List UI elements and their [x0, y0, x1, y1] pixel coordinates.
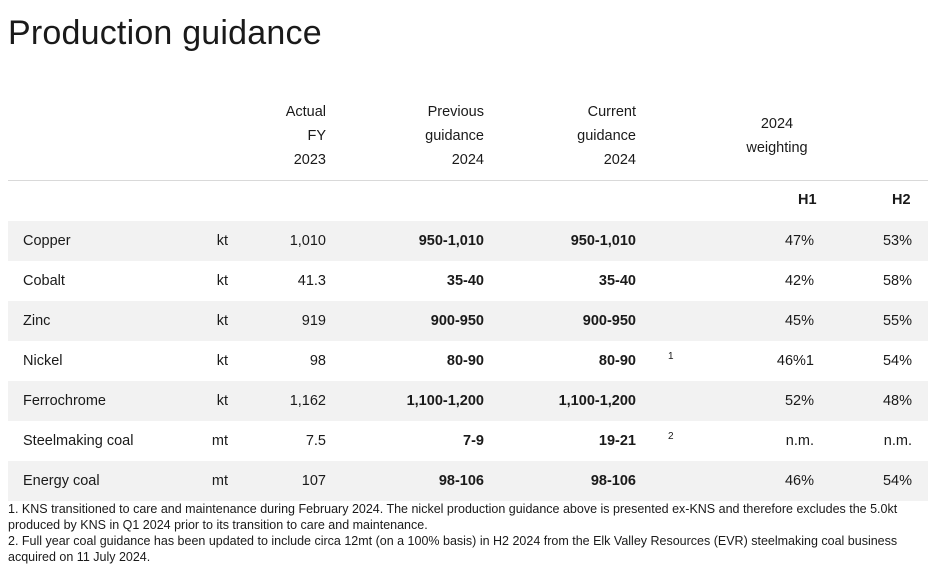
table-row: Copper kt 1,010 950-1,010 950-1,010 47% …: [8, 221, 928, 261]
row-name: Copper: [23, 233, 71, 249]
row-footnote-ref: 2: [668, 431, 674, 442]
row-h2: 54%: [882, 353, 912, 369]
header-divider: [8, 180, 928, 181]
header-current: Current guidance 2024: [536, 100, 636, 172]
header-actual: Actual FY 2023: [246, 100, 326, 172]
row-unit: kt: [216, 273, 228, 289]
footnote-1: 1. KNS transitioned to care and maintena…: [8, 502, 898, 532]
page-title: Production guidance: [8, 14, 322, 52]
row-h1: 45%: [784, 313, 814, 329]
row-current: 900-950: [582, 313, 636, 329]
row-h2: n.m.: [883, 433, 912, 449]
row-name: Energy coal: [23, 473, 100, 489]
header-actual-line3: 2023: [293, 152, 326, 168]
row-unit: kt: [216, 233, 228, 249]
row-h2: 54%: [882, 473, 912, 489]
table-row: Steelmaking coal mt 7.5 7-9 19-21 2 n.m.…: [8, 421, 928, 461]
row-actual: 98: [309, 353, 326, 369]
row-unit: kt: [216, 393, 228, 409]
header-h2: H2: [892, 192, 911, 208]
footnotes: 1. KNS transitioned to care and maintena…: [8, 501, 928, 565]
header-weighting: 2024 weighting: [727, 112, 827, 160]
row-previous: 80-90: [446, 353, 484, 369]
row-h1: 46%: [784, 473, 814, 489]
row-h1: 47%: [784, 233, 814, 249]
header-h1: H1: [798, 192, 817, 208]
row-current: 80-90: [598, 353, 636, 369]
table-row: Zinc kt 919 900-950 900-950 45% 55%: [8, 301, 928, 341]
row-name: Steelmaking coal: [23, 433, 134, 449]
table-row: Ferrochrome kt 1,162 1,100-1,200 1,100-1…: [8, 381, 928, 421]
header-current-line2: guidance: [577, 128, 636, 144]
row-actual: 107: [301, 473, 326, 489]
row-footnote-ref: 1: [668, 351, 674, 362]
row-current: 1,100-1,200: [558, 393, 636, 409]
row-h2: 53%: [882, 233, 912, 249]
header-weighting-line1: 2024: [760, 116, 794, 132]
row-actual: 7.5: [305, 433, 326, 449]
row-unit: kt: [216, 313, 228, 329]
header-previous-line2: guidance: [425, 128, 484, 144]
row-current: 950-1,010: [570, 233, 636, 249]
row-unit: mt: [211, 473, 228, 489]
header-weighting-line2: weighting: [746, 140, 808, 156]
row-actual: 1,010: [289, 233, 326, 249]
header-current-line3: 2024: [603, 152, 636, 168]
row-previous: 1,100-1,200: [406, 393, 484, 409]
header-current-line1: Current: [587, 104, 636, 120]
header-previous: Previous guidance 2024: [384, 100, 484, 172]
row-h1: 42%: [784, 273, 814, 289]
row-h2: 58%: [882, 273, 912, 289]
table-row: Energy coal mt 107 98-106 98-106 46% 54%: [8, 461, 928, 501]
header-previous-line3: 2024: [451, 152, 484, 168]
row-current: 35-40: [598, 273, 636, 289]
row-name: Nickel: [23, 353, 63, 369]
row-unit: kt: [216, 353, 228, 369]
row-name: Cobalt: [23, 273, 65, 289]
row-previous: 900-950: [430, 313, 484, 329]
row-previous: 35-40: [446, 273, 484, 289]
row-name: Zinc: [23, 313, 51, 329]
row-h2: 55%: [882, 313, 912, 329]
table-row: Cobalt kt 41.3 35-40 35-40 42% 58%: [8, 261, 928, 301]
header-actual-line1: Actual: [285, 104, 326, 120]
table-row: Nickel kt 98 80-90 80-90 1 46%1 54%: [8, 341, 928, 381]
row-previous: 7-9: [463, 433, 484, 449]
row-name: Ferrochrome: [23, 393, 106, 409]
header-previous-line1: Previous: [427, 104, 484, 120]
row-h1: 46%1: [776, 353, 814, 369]
row-previous: 950-1,010: [418, 233, 484, 249]
header-actual-line2: FY: [307, 128, 326, 144]
row-current: 98-106: [590, 473, 636, 489]
row-current: 19-21: [598, 433, 636, 449]
row-unit: mt: [211, 433, 228, 449]
row-previous: 98-106: [438, 473, 484, 489]
row-h1: 52%: [784, 393, 814, 409]
row-actual: 41.3: [297, 273, 326, 289]
row-h2: 48%: [882, 393, 912, 409]
row-h1: n.m.: [785, 433, 814, 449]
footnote-2: 2. Full year coal guidance has been upda…: [8, 534, 898, 564]
row-actual: 1,162: [289, 393, 326, 409]
row-actual: 919: [301, 313, 326, 329]
